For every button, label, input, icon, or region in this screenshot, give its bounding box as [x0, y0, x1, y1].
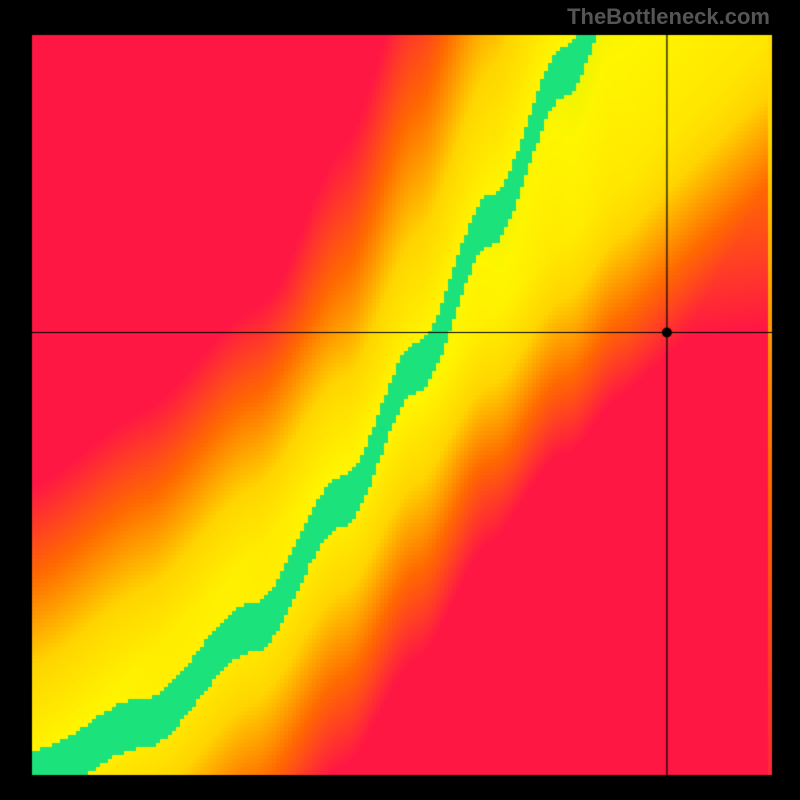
watermark-text: TheBottleneck.com: [567, 4, 770, 30]
bottleneck-heatmap-canvas: [0, 0, 800, 800]
chart-container: TheBottleneck.com: [0, 0, 800, 800]
